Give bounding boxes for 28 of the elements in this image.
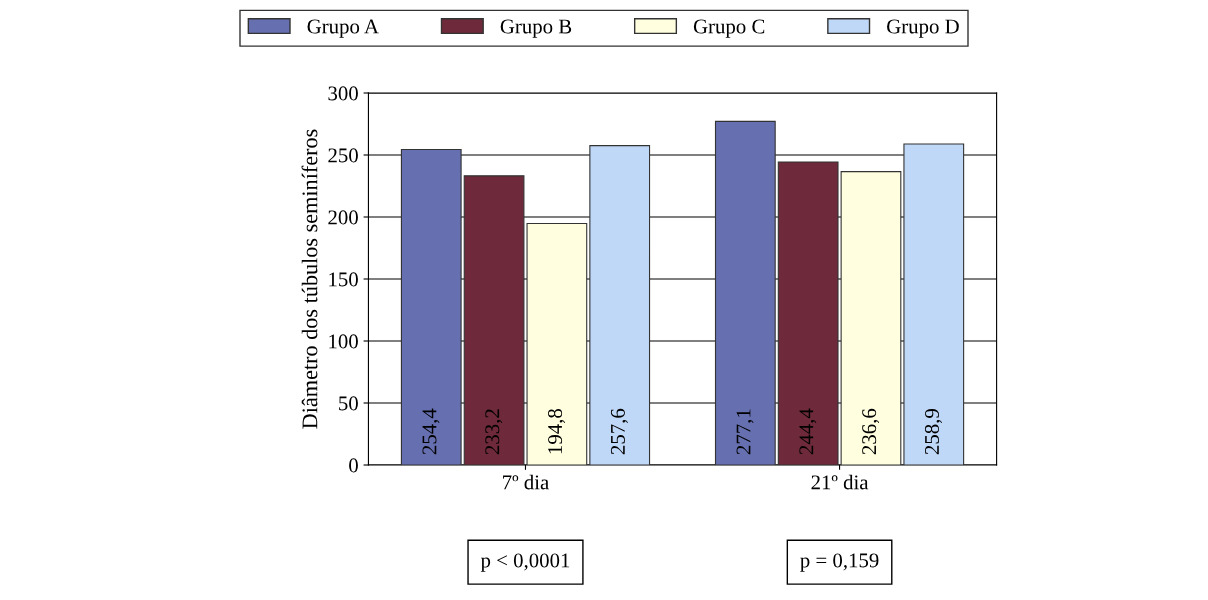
y-tick-label: 150	[329, 272, 358, 287]
y-tick-label: 0	[349, 458, 358, 473]
text: p < 0,0001	[480, 553, 570, 572]
data-label: 233,2	[485, 409, 503, 455]
data-label: 277,1	[736, 409, 754, 455]
data-label: 258,9	[924, 409, 942, 455]
legend-label: Grupo B	[500, 19, 572, 38]
data-label: 244,4	[799, 408, 817, 455]
data-label: 194,8	[548, 409, 566, 454]
bar	[400, 148, 462, 465]
data-label: 257,6	[610, 408, 628, 455]
bar	[714, 120, 776, 465]
y-tick-label: 200	[328, 210, 358, 225]
legend-label: Grupo A	[307, 19, 379, 38]
y-tick-label: 250	[328, 148, 358, 163]
y-tick-label: 100	[329, 334, 358, 349]
text: p = 0,159	[800, 553, 879, 572]
y-tick-label: 50	[339, 396, 358, 411]
bar	[589, 145, 651, 465]
x-tick-label: 7º dia	[503, 474, 549, 490]
bar	[903, 143, 965, 465]
legend-label: Grupo D	[887, 19, 959, 38]
data-label: 236,6	[862, 408, 880, 455]
x-tick-label: 21º dia	[811, 474, 869, 490]
y-axis-title: Diâmetro dos túbulos seminíferos	[301, 129, 318, 429]
legend-label: Grupo C	[693, 19, 765, 38]
data-label: 254,4	[422, 408, 440, 455]
y-tick-label: 300	[328, 86, 358, 101]
